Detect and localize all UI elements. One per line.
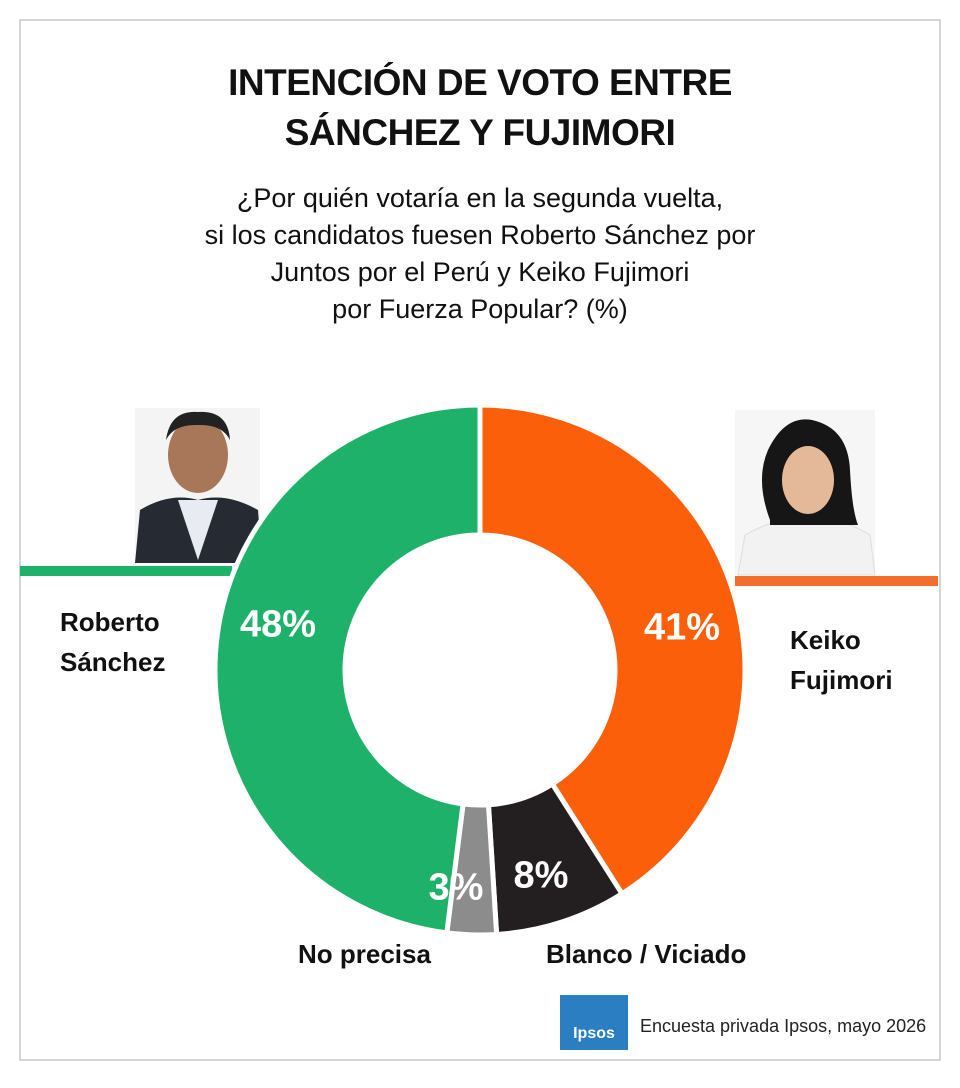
value-label: 3% [428,866,484,909]
donut-slice [212,402,483,936]
chart-title: INTENCIÓN DE VOTO ENTRE SÁNCHEZ Y FUJIMOR… [0,58,960,158]
value-label: 8% [513,854,569,897]
photo-sanchez [135,408,262,563]
value-label: 41% [643,606,721,649]
category-label: Roberto Sánchez [60,607,166,677]
logo-box [560,995,628,1050]
frame [19,19,941,1061]
photo-fujimori [735,410,876,576]
subtitle-line: por Fuerza Popular? (%) [332,294,628,324]
donut-slice [477,402,748,898]
value-label: 48% [239,603,317,646]
title-line: SÁNCHEZ Y FUJIMORI [284,112,676,153]
category-label: Keiko Fujimori [790,625,893,695]
source: Encuesta privada Ipsos, mayo 2026 [640,1016,926,1036]
subtitle-line: Juntos por el Perú y Keiko Fujimori [270,257,690,287]
title-line: INTENCIÓN DE VOTO ENTRE [228,62,732,103]
category-label: No precisa [298,939,431,969]
subtitle: ¿Por quién votaría en la segunda vuelta,… [0,180,960,328]
subtitle-line: ¿Por quién votaría en la segunda vuelta, [236,183,724,213]
sanchez-bar [20,566,232,576]
fujimori-bar [735,576,938,586]
logo-text: Ipsos [573,1025,615,1042]
subtitle-line: si los candidatos fuesen Roberto Sánchez… [204,220,756,250]
category-label: Blanco / Viciado [546,939,747,969]
